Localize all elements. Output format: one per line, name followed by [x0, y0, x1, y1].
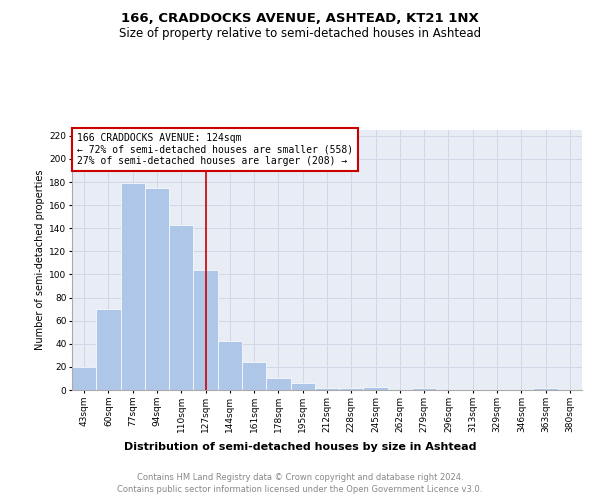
Bar: [72, 367, 96, 390]
Bar: [218, 342, 242, 390]
Bar: [266, 378, 290, 390]
Bar: [96, 309, 121, 390]
Text: Contains public sector information licensed under the Open Government Licence v3: Contains public sector information licen…: [118, 485, 482, 494]
Text: Distribution of semi-detached houses by size in Ashtead: Distribution of semi-detached houses by …: [124, 442, 476, 452]
Bar: [121, 183, 145, 390]
Bar: [145, 188, 169, 390]
Text: 166 CRADDOCKS AVENUE: 124sqm
← 72% of semi-detached houses are smaller (558)
27%: 166 CRADDOCKS AVENUE: 124sqm ← 72% of se…: [77, 132, 353, 166]
Bar: [315, 388, 339, 390]
Bar: [193, 270, 218, 390]
Bar: [412, 388, 436, 390]
Bar: [290, 383, 315, 390]
Text: Size of property relative to semi-detached houses in Ashtead: Size of property relative to semi-detach…: [119, 28, 481, 40]
Y-axis label: Number of semi-detached properties: Number of semi-detached properties: [35, 170, 45, 350]
Text: 166, CRADDOCKS AVENUE, ASHTEAD, KT21 1NX: 166, CRADDOCKS AVENUE, ASHTEAD, KT21 1NX: [121, 12, 479, 26]
Bar: [169, 225, 193, 390]
Bar: [242, 362, 266, 390]
Bar: [533, 388, 558, 390]
Bar: [339, 388, 364, 390]
Text: Contains HM Land Registry data © Crown copyright and database right 2024.: Contains HM Land Registry data © Crown c…: [137, 472, 463, 482]
Bar: [364, 386, 388, 390]
